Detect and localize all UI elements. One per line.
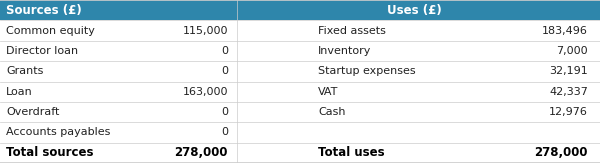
FancyBboxPatch shape: [0, 102, 600, 122]
FancyBboxPatch shape: [0, 122, 600, 143]
Text: 163,000: 163,000: [182, 87, 228, 97]
FancyBboxPatch shape: [0, 143, 600, 163]
Text: Director loan: Director loan: [6, 46, 78, 56]
Text: 183,496: 183,496: [542, 26, 588, 36]
Text: Fixed assets: Fixed assets: [318, 26, 386, 36]
Text: 0: 0: [221, 107, 228, 117]
Text: 32,191: 32,191: [549, 66, 588, 76]
Text: Accounts payables: Accounts payables: [6, 127, 110, 137]
Text: 0: 0: [221, 46, 228, 56]
Text: 278,000: 278,000: [535, 146, 588, 159]
Text: Grants: Grants: [6, 66, 43, 76]
Text: Sources (£): Sources (£): [6, 4, 82, 17]
Text: Startup expenses: Startup expenses: [318, 66, 416, 76]
Text: Overdraft: Overdraft: [6, 107, 59, 117]
Text: Inventory: Inventory: [318, 46, 371, 56]
Text: 12,976: 12,976: [549, 107, 588, 117]
Text: Total uses: Total uses: [318, 146, 385, 159]
Text: 278,000: 278,000: [175, 146, 228, 159]
FancyBboxPatch shape: [0, 61, 600, 82]
Text: 7,000: 7,000: [556, 46, 588, 56]
Text: Total sources: Total sources: [6, 146, 94, 159]
Text: 42,337: 42,337: [549, 87, 588, 97]
Text: Common equity: Common equity: [6, 26, 95, 36]
Text: 0: 0: [221, 66, 228, 76]
Text: Uses (£): Uses (£): [386, 4, 442, 17]
FancyBboxPatch shape: [0, 20, 600, 41]
FancyBboxPatch shape: [0, 82, 600, 102]
Text: Cash: Cash: [318, 107, 346, 117]
Text: 0: 0: [221, 127, 228, 137]
Text: VAT: VAT: [318, 87, 338, 97]
Text: 115,000: 115,000: [182, 26, 228, 36]
FancyBboxPatch shape: [0, 0, 600, 20]
Text: Loan: Loan: [6, 87, 33, 97]
FancyBboxPatch shape: [0, 41, 600, 61]
